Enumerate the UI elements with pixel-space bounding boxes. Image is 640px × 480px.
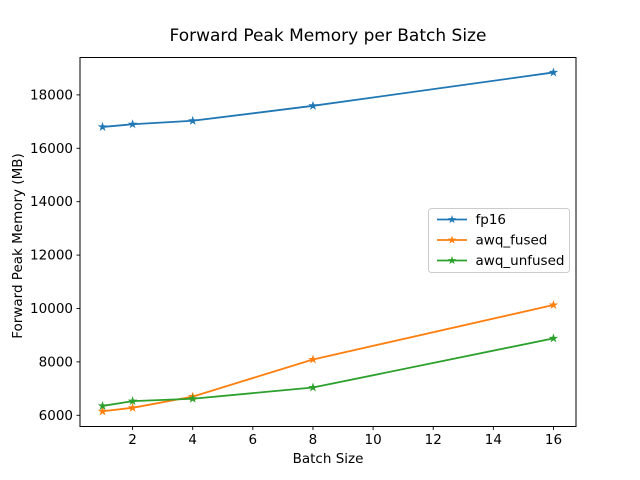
x-axis-label: Batch Size [293,451,364,467]
legend-entry-label: fp16 [476,212,507,228]
x-tick-label: 6 [249,432,258,448]
x-tick-label: 10 [364,432,381,448]
data-point-marker-awq_fused [97,406,108,416]
data-point-marker-awq_fused [308,354,318,364]
series-line-awq_fused [102,304,554,413]
x-tick-label: 14 [485,432,502,448]
data-point-marker-awq_unfused [308,382,318,392]
y-tick-label: 10000 [30,301,73,317]
y-tick-label: 6000 [39,408,73,424]
y-tick-label: 8000 [39,354,73,370]
data-point-marker-awq_fused [548,300,559,310]
data-point-marker-awq_unfused [187,393,198,403]
y-tick-label: 16000 [30,141,73,157]
x-tick-label: 16 [545,432,562,448]
data-point-marker-fp16 [127,119,138,129]
x-tick-label: 8 [309,432,318,448]
x-tick-label: 2 [128,432,137,448]
data-point-marker-awq_unfused [127,396,138,406]
data-point-marker-awq_unfused [97,400,108,410]
y-tick-label: 18000 [30,87,73,103]
legend-entry-label: awq_unfused [476,253,565,269]
data-point-marker-fp16 [548,67,559,77]
legend-marker [447,215,457,224]
y-tick-label: 14000 [30,194,73,210]
series-line-awq_unfused [102,337,554,407]
data-point-marker-awq_fused [127,402,138,412]
plot-area: 2 4 6 8 10 12 14 16 6000 8000 10000 12000 14000 16000… [30,57,577,448]
x-tick-label: 4 [188,432,197,448]
legend-marker [447,256,457,265]
data-point-marker-fp16 [97,121,108,131]
data-point-marker-fp16 [308,100,318,110]
legend-box [428,208,570,273]
data-point-marker-fp16 [187,115,198,125]
chart-title: Forward Peak Memory per Batch Size [170,26,487,46]
legend-marker [447,235,457,244]
legend-entry-label: awq_fused [476,233,548,249]
x-tick-label: 12 [425,432,442,448]
y-tick-label: 12000 [30,248,73,264]
plot-border [79,57,577,427]
data-point-marker-awq_unfused [548,333,559,343]
series-line-fp16 [102,71,554,128]
y-axis-label: Forward Peak Memory (MB) [10,153,26,339]
